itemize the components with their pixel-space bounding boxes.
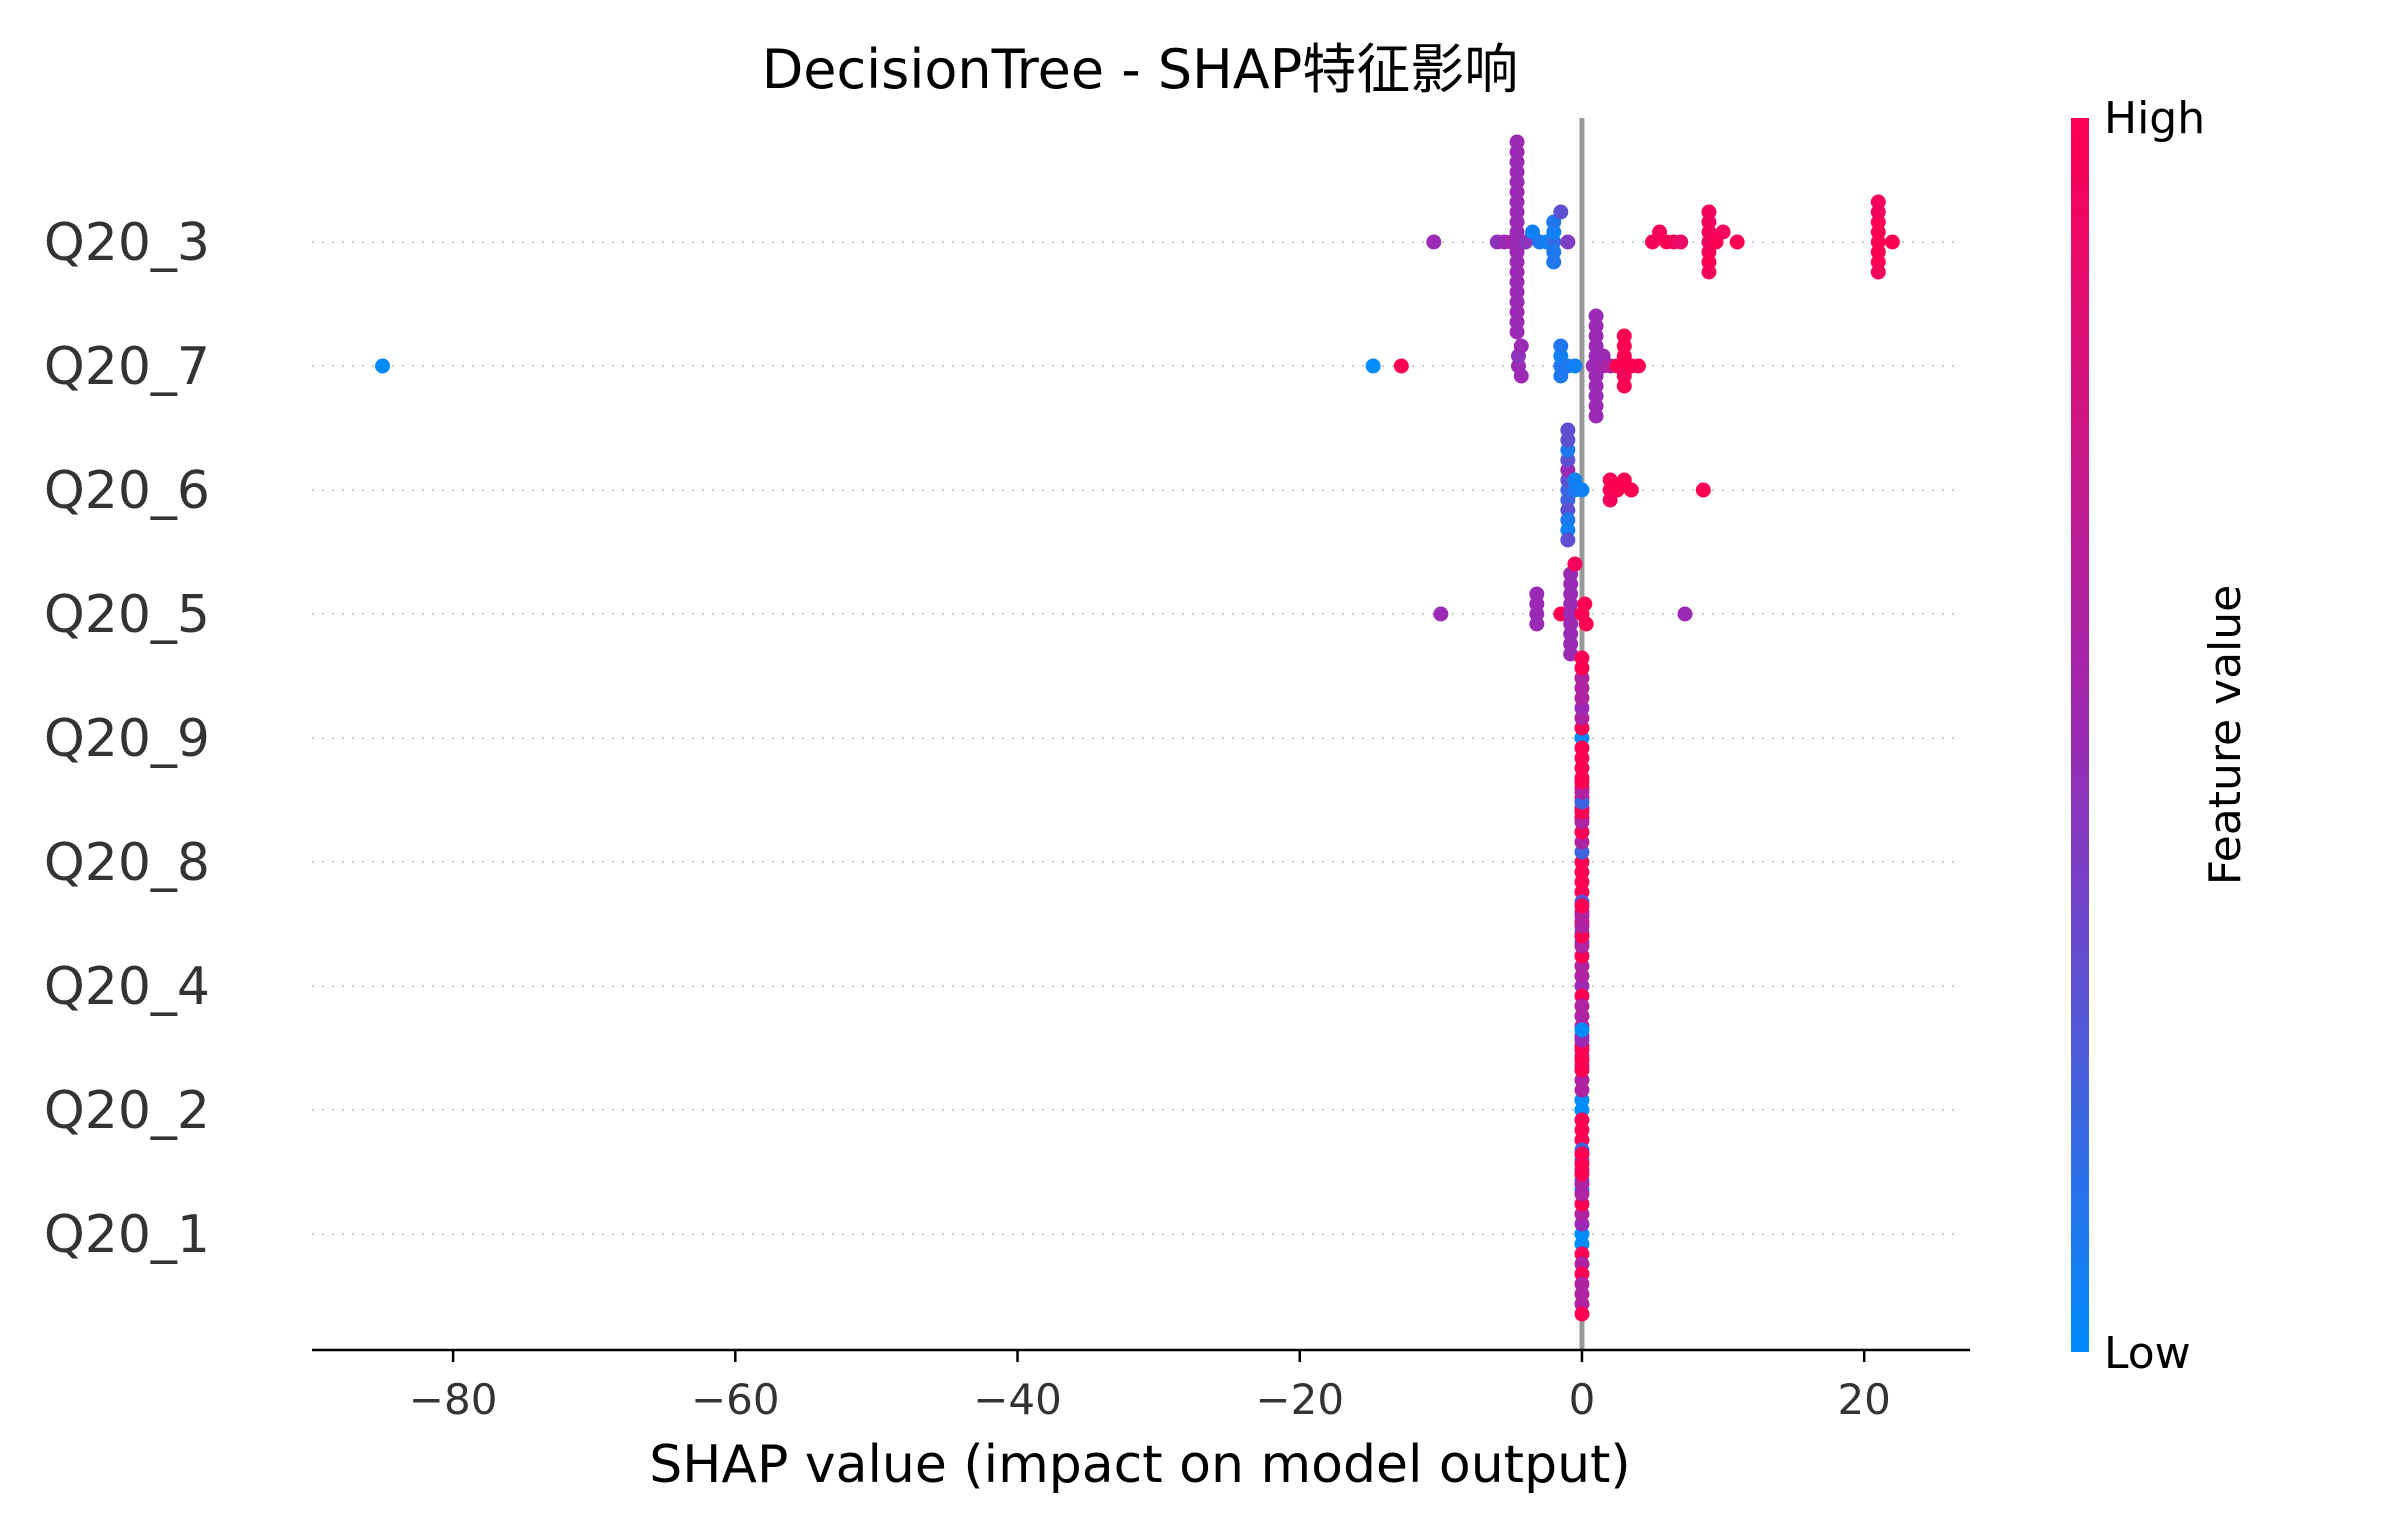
- shap-point-Q20_8: [1574, 774, 1590, 790]
- shap-point-Q20_3: [1509, 324, 1525, 340]
- feature-label-Q20_2: Q20_2: [44, 1081, 210, 1141]
- feature-label-Q20_3: Q20_3: [44, 213, 210, 273]
- shap-point-Q20_3: [1884, 234, 1900, 250]
- colorbar-low-label: Low: [2104, 1328, 2191, 1379]
- shap-point-Q20_3: [1546, 254, 1562, 270]
- shap-point-Q20_7: [1630, 358, 1646, 374]
- shap-points: [375, 134, 1900, 1322]
- x-tick-label: −40: [973, 1375, 1062, 1424]
- shap-point-Q20_6: [1695, 482, 1711, 498]
- shap-point-Q20_5: [1563, 646, 1579, 662]
- feature-label-Q20_1: Q20_1: [44, 1205, 210, 1265]
- feature-label-Q20_8: Q20_8: [44, 833, 210, 893]
- x-axis-label: SHAP value (impact on model output): [649, 1435, 1630, 1495]
- shap-point-Q20_4: [1574, 898, 1590, 914]
- shap-point-Q20_1: [1574, 1306, 1590, 1322]
- shap-point-Q20_6: [1623, 482, 1639, 498]
- shap-point-Q20_3: [1715, 224, 1731, 240]
- colorbar-high-label: High: [2104, 93, 2205, 144]
- shap-point-Q20_3: [1426, 234, 1442, 250]
- shap-point-Q20_6: [1560, 532, 1576, 548]
- shap-point-Q20_5: [1529, 616, 1545, 632]
- shap-point-Q20_3: [1560, 234, 1576, 250]
- shap-point-Q20_5: [1577, 596, 1593, 612]
- shap-point-Q20_3: [1870, 264, 1886, 280]
- shap-point-Q20_7: [1588, 408, 1604, 424]
- feature-label-Q20_6: Q20_6: [44, 461, 210, 521]
- x-axis: −80 −60 −40 −20 0 20: [312, 1348, 1970, 1424]
- feature-label-Q20_7: Q20_7: [44, 337, 210, 397]
- gridlines: [312, 241, 1962, 1235]
- shap-point-Q20_7: [1567, 358, 1583, 374]
- shap-point-Q20_3: [1701, 204, 1717, 220]
- colorbar: High Low Feature value: [2071, 93, 2251, 1379]
- shap-point-Q20_5: [1677, 606, 1693, 622]
- shap-point-Q20_1: [1574, 1146, 1590, 1162]
- shap-point-Q20_5: [1567, 556, 1583, 572]
- feature-labels: Q20_3 Q20_7 Q20_6 Q20_5 Q20_9 Q20_8 Q20_4 Q20_2…: [44, 213, 210, 1265]
- shap-point-Q20_5: [1578, 616, 1594, 632]
- shap-point-Q20_3: [1553, 204, 1569, 220]
- shap-point-Q20_3: [1701, 264, 1717, 280]
- shap-point-Q20_7: [1588, 308, 1604, 324]
- shap-point-Q20_7: [1393, 358, 1409, 374]
- shap-point-Q20_2: [1574, 1022, 1590, 1038]
- x-tick-label: −20: [1255, 1375, 1344, 1424]
- shap-point-Q20_3: [1729, 234, 1745, 250]
- shap-point-Q20_7: [1553, 338, 1569, 354]
- shap-point-Q20_5: [1433, 606, 1449, 622]
- x-tick-label: 0: [1569, 1375, 1596, 1424]
- x-tick-label: 20: [1837, 1375, 1890, 1424]
- feature-label-Q20_9: Q20_9: [44, 709, 210, 769]
- shap-point-Q20_5: [1529, 586, 1545, 602]
- x-tick-label: −60: [691, 1375, 780, 1424]
- shap-point-Q20_6: [1560, 422, 1576, 438]
- feature-label-Q20_5: Q20_5: [44, 585, 210, 645]
- shap-point-Q20_7: [1616, 378, 1632, 394]
- shap-point-Q20_7: [1513, 338, 1529, 354]
- shap-point-Q20_7: [1365, 358, 1381, 374]
- colorbar-gradient: [2071, 118, 2089, 1352]
- shap-point-Q20_6: [1574, 482, 1590, 498]
- x-tick-label: −80: [409, 1375, 498, 1424]
- chart-title: DecisionTree - SHAP特征影响: [762, 38, 1519, 101]
- colorbar-title: Feature value: [2200, 585, 2251, 885]
- shap-point-Q20_9: [1574, 650, 1590, 666]
- shap-point-Q20_7: [1513, 368, 1529, 384]
- shap-point-Q20_3: [1870, 194, 1886, 210]
- shap-point-Q20_7: [375, 358, 391, 374]
- shap-point-Q20_3: [1673, 234, 1689, 250]
- shap-point-Q20_3: [1509, 134, 1525, 150]
- feature-label-Q20_4: Q20_4: [44, 957, 210, 1017]
- shap-point-Q20_7: [1616, 328, 1632, 344]
